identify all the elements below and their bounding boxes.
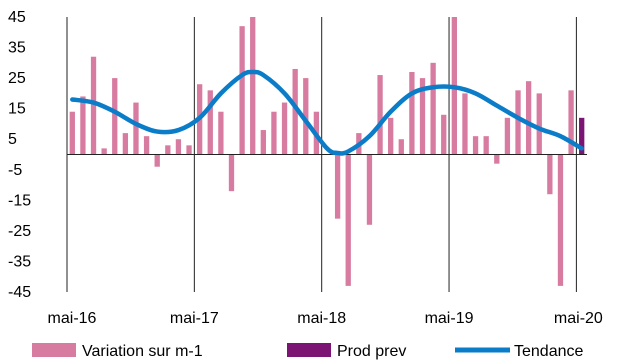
bar-variation: [101, 148, 107, 155]
x-tick-label: mai-17: [170, 310, 219, 327]
bar-variation: [462, 93, 468, 155]
bar-variation: [186, 145, 192, 155]
legend: Variation sur m-1 Prod prev Tendance: [32, 343, 583, 360]
y-tick-label: -35: [8, 253, 31, 270]
bar-variation: [90, 56, 97, 155]
bar-variation: [207, 90, 213, 155]
bar-variation: [366, 154, 373, 225]
y-axis: 45 35 25 15 5 -5 -15 -25 -35 -45: [8, 9, 68, 301]
bar-variation: [409, 72, 415, 155]
bar-variation: [122, 133, 129, 155]
bar-variation: [547, 154, 553, 195]
bar-variation: [218, 111, 224, 155]
bar-variation: [483, 136, 489, 155]
bar-variation: [175, 139, 182, 155]
bar-variation: [154, 154, 160, 167]
plot-area: [66, 17, 587, 292]
bar-variation: [303, 78, 309, 155]
bar-variation: [568, 90, 574, 155]
bar-variation: [441, 114, 447, 155]
bar-variation: [388, 117, 394, 155]
y-tick-label: 15: [8, 101, 26, 118]
bar-variation: [281, 102, 288, 155]
bar-variation: [472, 136, 479, 155]
y-tick-label: 25: [8, 70, 26, 87]
legend-swatch-prod-prev: [287, 343, 331, 357]
legend-swatch-variation: [32, 343, 76, 357]
legend-label-prod-prev: Prod prev: [337, 343, 406, 360]
bar-variation: [260, 130, 266, 155]
bar-variation: [430, 62, 436, 155]
bar-variation: [228, 154, 235, 192]
bar-variation: [250, 17, 256, 155]
x-tick-label: mai-19: [425, 310, 474, 327]
bar-variation: [419, 78, 426, 155]
bar-variation: [377, 75, 383, 155]
legend-label-trend: Tendance: [514, 343, 583, 360]
y-tick-label: 5: [8, 131, 17, 148]
bar-variation: [345, 154, 351, 286]
y-tick-label: 35: [8, 40, 26, 57]
bar-variation: [292, 68, 298, 155]
bar-variation: [80, 96, 86, 155]
y-tick-label: -45: [8, 284, 31, 301]
x-axis: mai-16 mai-17 mai-18 mai-19 mai-20: [48, 310, 603, 327]
y-tick-label: -15: [8, 192, 31, 209]
bar-variation: [133, 102, 139, 155]
bar-variation: [557, 154, 564, 286]
bar-variation: [536, 93, 542, 155]
bar-variation: [271, 111, 277, 155]
bar-variation: [494, 154, 500, 164]
bar-variation: [69, 111, 75, 155]
legend-label-variation: Variation sur m-1: [82, 343, 203, 360]
x-tick-label: mai-20: [554, 310, 603, 327]
bar-variation: [239, 26, 245, 155]
y-tick-label: -5: [8, 162, 22, 179]
bar-variation: [525, 81, 532, 155]
bar-variation: [334, 154, 341, 219]
x-tick-label: mai-18: [297, 310, 346, 327]
bar-variation: [515, 90, 521, 155]
bar-variation: [398, 139, 404, 155]
y-tick-label: -25: [8, 223, 31, 240]
bar-variation: [143, 136, 150, 155]
bar-variation: [504, 117, 511, 155]
bar-variation: [112, 78, 118, 155]
x-tick-label: mai-16: [48, 310, 97, 327]
bar-variation: [165, 145, 171, 155]
trend-line: [70, 69, 584, 156]
y-tick-label: 45: [8, 9, 26, 26]
bar-prod-prev: [579, 117, 585, 155]
